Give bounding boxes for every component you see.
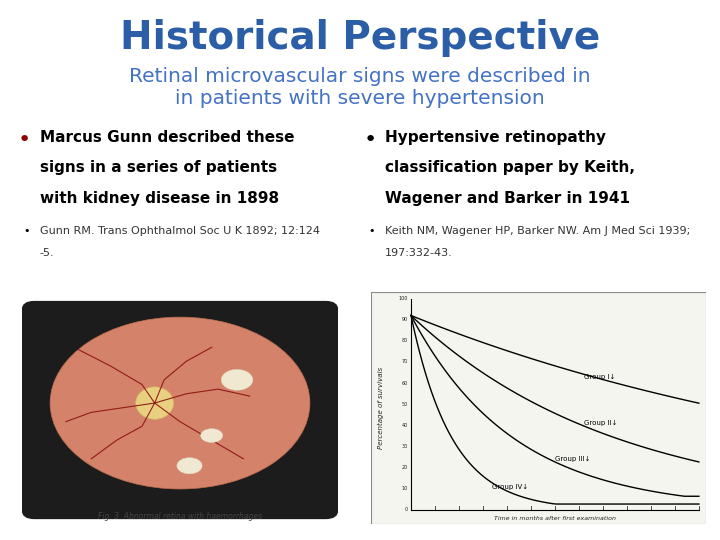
Text: 197:332-43.: 197:332-43.	[385, 248, 453, 259]
Text: 80: 80	[401, 339, 408, 343]
Text: •: •	[18, 130, 31, 150]
Text: 100: 100	[398, 296, 408, 301]
Text: Hypertensive retinopathy: Hypertensive retinopathy	[385, 130, 606, 145]
Ellipse shape	[201, 429, 222, 443]
Text: Keith NM, Wagener HP, Barker NW. Am J Med Sci 1939;: Keith NM, Wagener HP, Barker NW. Am J Me…	[385, 226, 690, 236]
Text: Wagener and Barker in 1941: Wagener and Barker in 1941	[385, 191, 630, 206]
Text: -5.: -5.	[40, 248, 54, 259]
Text: classification paper by Keith,: classification paper by Keith,	[385, 160, 635, 176]
Text: 10: 10	[401, 486, 408, 491]
Ellipse shape	[177, 457, 202, 474]
Ellipse shape	[135, 387, 174, 419]
Text: Retinal microvascular signs were described in: Retinal microvascular signs were describ…	[129, 68, 591, 86]
Text: Fig. 3. Abnormal retina with haemorrhages: Fig. 3. Abnormal retina with haemorrhage…	[98, 512, 262, 522]
Text: Historical Perspective: Historical Perspective	[120, 19, 600, 57]
Ellipse shape	[50, 317, 310, 489]
Text: 40: 40	[401, 423, 408, 428]
Text: Group I↓: Group I↓	[584, 374, 615, 380]
Text: •: •	[364, 130, 377, 150]
Text: •: •	[369, 226, 375, 236]
Text: 20: 20	[401, 465, 408, 470]
Text: 70: 70	[401, 360, 408, 365]
Text: Group III↓: Group III↓	[555, 456, 590, 462]
Text: signs in a series of patients: signs in a series of patients	[40, 160, 276, 176]
Text: with kidney disease in 1898: with kidney disease in 1898	[40, 191, 279, 206]
FancyBboxPatch shape	[22, 301, 338, 519]
Text: 60: 60	[401, 381, 408, 386]
Text: Gunn RM. Trans Ophthalmol Soc U K 1892; 12:124: Gunn RM. Trans Ophthalmol Soc U K 1892; …	[40, 226, 320, 236]
Text: 90: 90	[402, 317, 408, 322]
Text: Percentage of survivals: Percentage of survivals	[378, 367, 384, 449]
Text: Time in months after first examination: Time in months after first examination	[494, 516, 616, 522]
Text: Marcus Gunn described these: Marcus Gunn described these	[40, 130, 294, 145]
FancyBboxPatch shape	[371, 292, 706, 524]
Text: Group II↓: Group II↓	[584, 420, 617, 427]
Text: in patients with severe hypertension: in patients with severe hypertension	[175, 89, 545, 108]
Ellipse shape	[221, 369, 253, 390]
Text: •: •	[23, 226, 30, 236]
Text: 0: 0	[405, 508, 408, 512]
Text: 30: 30	[401, 444, 408, 449]
Text: Group IV↓: Group IV↓	[492, 484, 528, 490]
Text: 50: 50	[401, 402, 408, 407]
